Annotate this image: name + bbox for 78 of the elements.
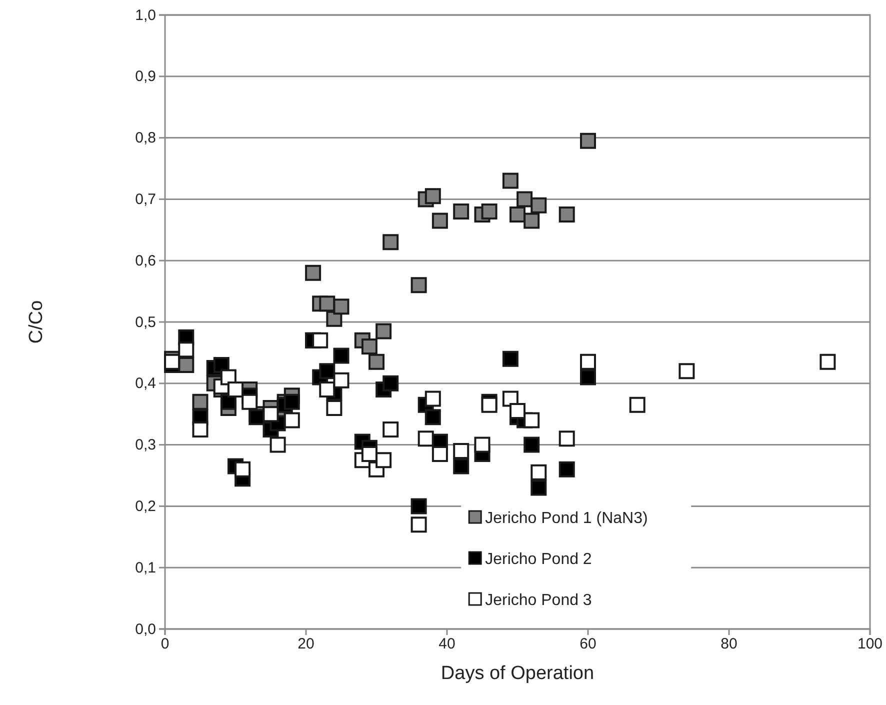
x-tick-label: 40 xyxy=(438,636,456,653)
point xyxy=(270,436,286,453)
point xyxy=(558,430,575,447)
y-tick-label: 0,6 xyxy=(135,252,156,270)
x-axis-title: Days of Operation xyxy=(440,663,594,684)
point xyxy=(629,396,646,413)
point xyxy=(510,206,526,223)
point xyxy=(376,452,392,468)
y-tick-label: 0,7 xyxy=(135,191,156,208)
y-tick-label: 0,2 xyxy=(135,498,156,515)
legend-label: Jericho Pond 1 (NaN3) xyxy=(485,510,648,527)
y-tick-label: 0,9 xyxy=(135,68,156,86)
point xyxy=(376,323,392,340)
y-tick-label: 0,5 xyxy=(135,314,156,331)
x-tick-label: 60 xyxy=(580,636,596,653)
point xyxy=(319,363,336,380)
point xyxy=(382,234,399,250)
point xyxy=(558,461,575,478)
point xyxy=(326,310,342,327)
point xyxy=(361,446,378,462)
point xyxy=(453,203,470,220)
y-tick-label: 0,0 xyxy=(135,620,156,638)
x-tick-label: 100 xyxy=(857,636,883,653)
point xyxy=(333,372,350,388)
point xyxy=(580,132,596,149)
point xyxy=(368,354,384,370)
point xyxy=(481,203,498,220)
x-tick-label: 80 xyxy=(720,636,738,653)
y-tick-label: 0,1 xyxy=(135,559,156,576)
point xyxy=(382,421,399,438)
point xyxy=(284,394,300,410)
point xyxy=(234,461,251,478)
y-tick-label: 0,8 xyxy=(135,130,156,147)
y-tick-label: 0,3 xyxy=(135,436,156,454)
point xyxy=(424,409,441,426)
point xyxy=(361,338,378,355)
point xyxy=(530,197,547,214)
legend-label: Jericho Pond 2 xyxy=(485,551,592,568)
point xyxy=(319,382,336,398)
point xyxy=(319,296,336,312)
point xyxy=(305,264,322,281)
point xyxy=(192,394,208,410)
y-axis-title: C/Co xyxy=(26,300,47,344)
point xyxy=(432,212,448,229)
point xyxy=(524,412,540,428)
point xyxy=(333,348,350,364)
point xyxy=(432,446,448,462)
point xyxy=(516,191,533,208)
point xyxy=(580,369,596,386)
y-tick-label: 0,4 xyxy=(135,375,156,392)
point xyxy=(410,516,427,533)
point xyxy=(678,363,695,380)
point xyxy=(502,172,518,189)
point xyxy=(481,396,498,413)
point xyxy=(524,436,540,453)
point xyxy=(164,354,180,370)
point xyxy=(424,390,441,407)
point xyxy=(510,403,526,420)
point xyxy=(453,458,470,474)
point xyxy=(502,350,518,367)
point xyxy=(410,498,427,514)
point xyxy=(333,298,350,315)
point xyxy=(312,332,328,348)
point xyxy=(474,436,490,453)
point xyxy=(410,277,427,294)
point xyxy=(524,212,540,229)
x-tick-label: 0 xyxy=(160,636,170,653)
y-tick-label: 1,0 xyxy=(135,6,156,24)
point xyxy=(242,394,258,410)
legend-label: Jericho Pond 3 xyxy=(485,592,592,609)
point xyxy=(558,206,575,223)
point xyxy=(192,421,208,438)
x-tick-label: 20 xyxy=(298,636,314,653)
point xyxy=(530,464,547,480)
point xyxy=(382,375,399,392)
point xyxy=(424,188,441,204)
point xyxy=(530,480,547,496)
point xyxy=(820,354,836,370)
